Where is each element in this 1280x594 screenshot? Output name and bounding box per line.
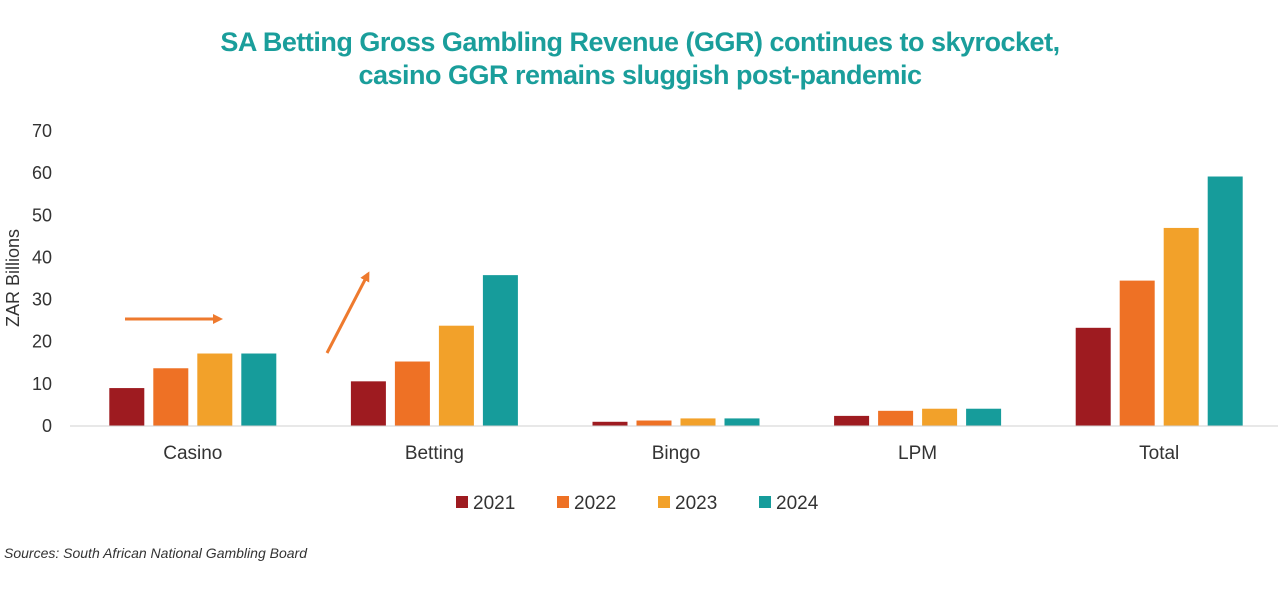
bar-lpm-2023 (922, 408, 958, 426)
x-tick-label: Casino (163, 443, 222, 464)
x-axis: Casino Betting Bingo LPM Total (163, 443, 1179, 464)
bar-bingo-2024 (724, 418, 760, 426)
legend-label-2024: 2024 (776, 493, 819, 514)
betting-rising-trend-arrow (325, 271, 370, 354)
bar-total-2022 (1119, 280, 1155, 426)
y-tick-label: 70 (32, 121, 52, 141)
y-axis-label: ZAR Billions (3, 229, 23, 327)
x-tick-label: Total (1139, 443, 1179, 464)
x-tick-label: LPM (898, 443, 937, 464)
bar-betting-2021 (350, 381, 386, 426)
bar-bingo-2021 (592, 421, 628, 426)
legend: 2021 2022 2023 2024 (456, 493, 819, 514)
bar-bingo-2022 (636, 420, 672, 426)
bar-casino-2022 (153, 368, 189, 426)
legend-swatch-2024 (759, 496, 771, 508)
legend-swatch-2023 (658, 496, 670, 508)
legend-swatch-2022 (557, 496, 569, 508)
legend-label-2023: 2023 (675, 493, 717, 514)
y-tick-label: 40 (32, 247, 52, 267)
bar-casino-2021 (109, 388, 145, 426)
bar-betting-2022 (394, 361, 430, 426)
legend-swatch-2021 (456, 496, 468, 508)
y-tick-label: 20 (32, 332, 52, 352)
legend-label-2021: 2021 (473, 493, 515, 514)
x-tick-label: Betting (405, 443, 464, 464)
bar-betting-2024 (482, 275, 518, 426)
bar-total-2024 (1207, 176, 1243, 426)
chart-title-line-2: casino GGR remains sluggish post-pandemi… (358, 60, 922, 90)
bar-casino-2023 (197, 353, 233, 426)
bar-lpm-2022 (878, 410, 914, 426)
y-tick-label: 10 (32, 374, 52, 394)
legend-label-2022: 2022 (574, 493, 616, 514)
y-tick-label: 60 (32, 163, 52, 183)
bars-group (109, 176, 1243, 426)
chart-title: SA Betting Gross Gambling Revenue (GGR) … (0, 26, 1280, 92)
bar-lpm-2021 (834, 415, 870, 426)
y-tick-label: 0 (42, 416, 52, 436)
bar-bingo-2023 (680, 418, 716, 426)
source-note: Sources: South African National Gambling… (4, 545, 307, 561)
x-tick-label: Bingo (652, 443, 701, 464)
y-axis: 0 10 20 30 40 50 60 70 ZAR Billions (3, 121, 52, 436)
chart-title-line-1: SA Betting Gross Gambling Revenue (GGR) … (220, 27, 1060, 57)
y-tick-label: 30 (32, 290, 52, 310)
y-tick-label: 50 (32, 205, 52, 225)
bar-lpm-2024 (966, 408, 1002, 426)
bar-total-2023 (1163, 227, 1199, 426)
bar-total-2021 (1075, 327, 1111, 426)
bar-betting-2023 (438, 325, 474, 426)
bar-casino-2024 (241, 353, 277, 426)
